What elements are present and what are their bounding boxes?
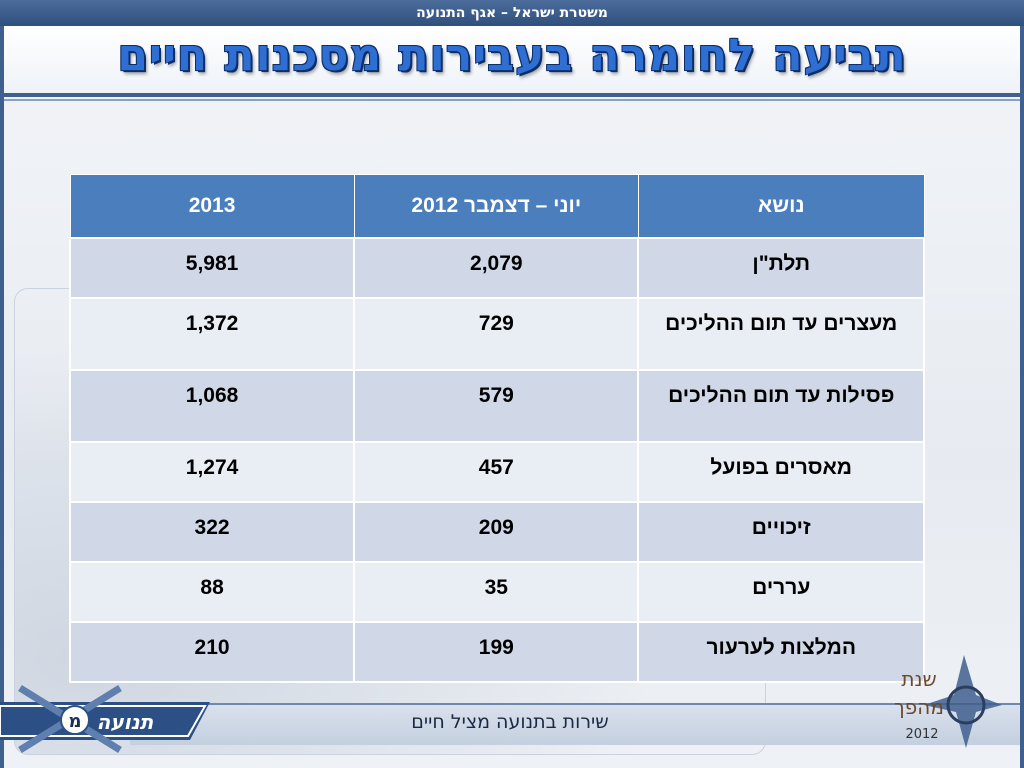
cell-topic: עררים: [637, 561, 925, 623]
column-header-topic: נושא: [637, 174, 925, 239]
police-star-icon: [924, 655, 1002, 748]
cell-topic: פסילות עד תום ההליכים: [637, 369, 925, 443]
cell-topic: תלת"ן: [637, 237, 925, 299]
cell-2012: 457: [353, 441, 640, 503]
organization-header: משטרת ישראל – אגף התנועה: [0, 0, 1024, 26]
table-row: מעצרים עד תום ההליכים 729 1,372: [68, 297, 925, 371]
cell-2012: 579: [353, 369, 640, 443]
statistics-table: נושא יוני – דצמבר 2012 2013 תלת"ן 2,079 …: [68, 174, 925, 683]
logo-letter: מ: [68, 711, 81, 732]
cell-2012: 2,079: [353, 237, 640, 299]
cell-2012: 35: [353, 561, 640, 623]
year-of-change-logo: שנת מהפך 2012: [894, 655, 1002, 748]
cell-2013: 5,981: [68, 237, 356, 299]
cell-2012: 729: [353, 297, 640, 371]
table-header-row: נושא יוני – דצמבר 2012 2013: [69, 174, 925, 239]
logo-emblem-circle: [60, 705, 90, 735]
cell-2013: 322: [68, 501, 356, 563]
table-row: מאסרים בפועל 457 1,274: [68, 441, 925, 503]
title-divider: [4, 93, 1020, 97]
traffic-police-logo: מ תנועה: [0, 685, 210, 753]
logo-text: תנועה: [97, 710, 154, 734]
slide-title: תביעה לחומרה בעבירות מסכנות חיים: [117, 29, 907, 81]
column-header-2012: יוני – דצמבר 2012: [353, 174, 639, 239]
organization-name: משטרת ישראל – אגף התנועה: [416, 5, 608, 21]
cell-topic: מאסרים בפועל: [637, 441, 925, 503]
footer-tagline: שירות בתנועה מציל חיים: [411, 711, 609, 733]
cell-2012: 209: [353, 501, 640, 563]
logo-banner-outline: [0, 705, 207, 737]
table-row: המלצות לערעור 199 210: [68, 621, 925, 683]
logo-word-year: שנת: [901, 667, 936, 691]
logo-year: 2012: [905, 727, 938, 742]
cell-2013: 1,372: [68, 297, 356, 371]
column-header-2013: 2013: [69, 174, 355, 239]
footer-bar: [130, 703, 1020, 745]
star-ring-icon: [946, 685, 986, 725]
title-band: [4, 26, 1020, 96]
cell-2013: 210: [68, 621, 356, 683]
logo-word-change: מהפך: [894, 695, 944, 719]
cell-topic: המלצות לערעור: [637, 621, 925, 683]
title-divider-thin: [4, 99, 1020, 101]
cell-2013: 88: [68, 561, 356, 623]
table-row: פסילות עד תום ההליכים 579 1,068: [68, 369, 925, 443]
cell-2013: 1,274: [68, 441, 356, 503]
cell-topic: מעצרים עד תום ההליכים: [637, 297, 925, 371]
table-row: זיכויים 209 322: [68, 501, 925, 563]
cell-topic: זיכויים: [637, 501, 925, 563]
table-row: תלת"ן 2,079 5,981: [68, 237, 925, 299]
table-row: עררים 35 88: [68, 561, 925, 623]
cell-2012: 199: [353, 621, 640, 683]
cell-2013: 1,068: [68, 369, 356, 443]
